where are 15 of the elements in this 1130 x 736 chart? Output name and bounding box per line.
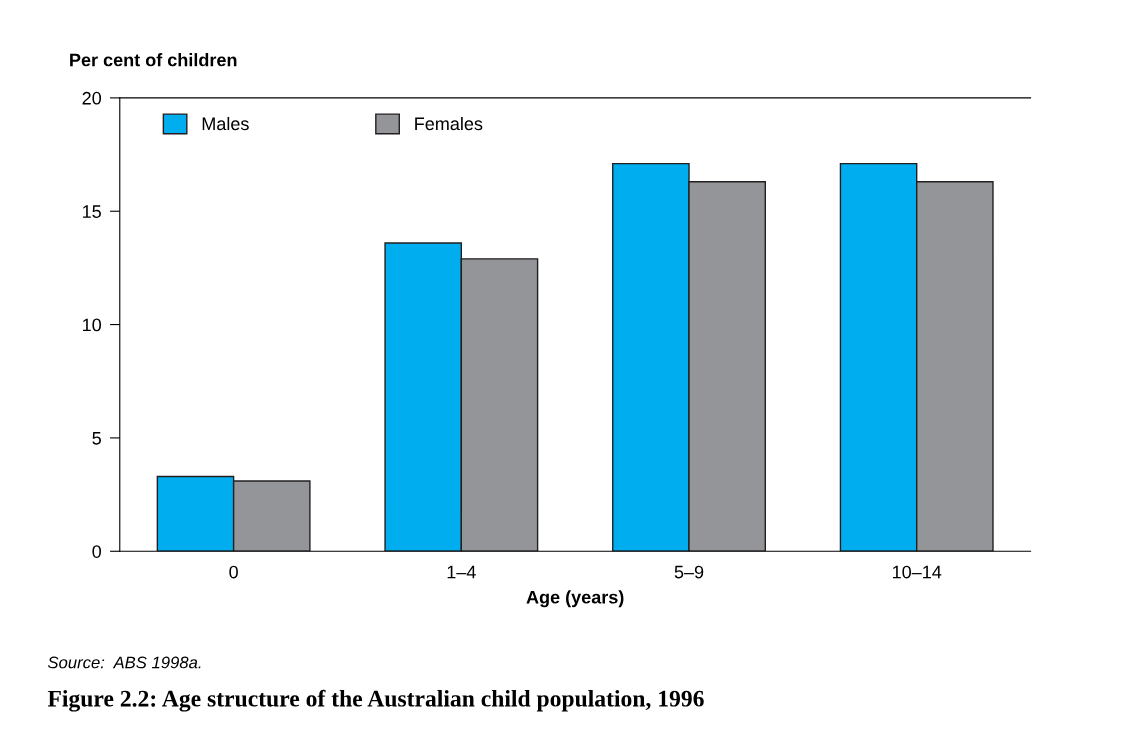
text: Figure 2.2: Age structure of the Australian child population, 1996 — [47, 689, 704, 712]
y-axis-title: Per cent of children — [70, 53, 237, 67]
y-tick-label: 10 — [83, 318, 102, 332]
x-axis-title: Age (years) — [526, 590, 624, 608]
y-tick-label: 20 — [82, 91, 102, 105]
x-tick-label: 0 — [229, 565, 238, 579]
legend-label: Males — [202, 116, 249, 131]
legend-label: Females — [415, 116, 483, 131]
y-tick-label: 0 — [92, 545, 102, 558]
x-tick-label: 10–14 — [892, 565, 942, 579]
y-tick-label: 5 — [92, 432, 101, 445]
y-tick-label: 15 — [83, 205, 101, 218]
source-note: Source: ABS 1998a. — [47, 656, 201, 669]
x-tick-label: 1–4 — [447, 565, 476, 579]
x-tick-label: 5–9 — [674, 565, 704, 579]
